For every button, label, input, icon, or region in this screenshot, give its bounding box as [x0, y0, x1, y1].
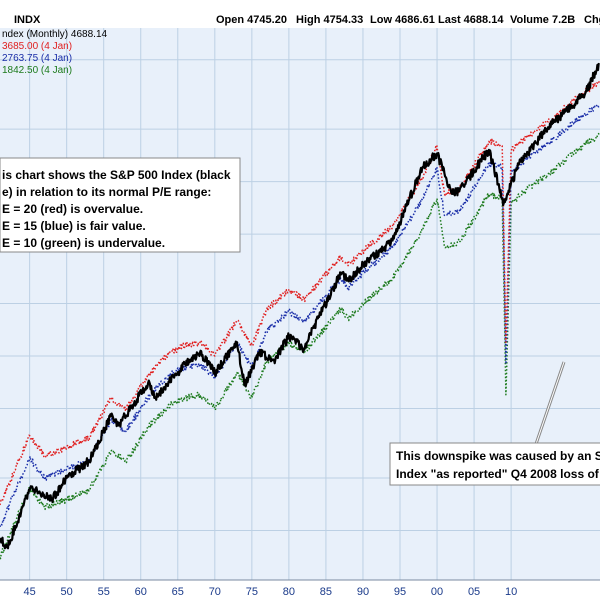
- legend-blue-label: 2763.75 (4 Jan): [2, 53, 72, 64]
- series-line-index: [0, 62, 600, 550]
- annotation-line-4: E = 15 (blue) is fair value.: [2, 219, 146, 233]
- high-value: High 4754.33: [296, 14, 364, 26]
- x-tick-label: 00: [431, 586, 443, 598]
- callout-line-1: This downspike was caused by an S: [396, 449, 600, 463]
- x-tick-label: 70: [209, 586, 221, 598]
- series-line-blue: [0, 103, 600, 528]
- callout-line-2: Index "as reported" Q4 2008 loss of: [396, 467, 600, 481]
- legend: ndex (Monthly) 4688.14 3685.00 (4 Jan) 2…: [2, 29, 108, 76]
- x-tick-label: 95: [394, 586, 406, 598]
- open-value: Open 4745.20: [216, 14, 287, 26]
- pe-annotation-box: is chart shows the S&P 500 Index (black …: [0, 157, 241, 253]
- x-tick-label: 45: [24, 586, 36, 598]
- annotation-line-1: is chart shows the S&P 500 Index (black: [2, 168, 231, 182]
- annotation-box-bg: [0, 157, 241, 253]
- header-bar: INDX Open 4745.20 High 4754.33 Low 4686.…: [0, 0, 600, 28]
- x-tick-label: 55: [98, 586, 110, 598]
- x-tick-label: 85: [320, 586, 332, 598]
- chart-area: ndex (Monthly) 4688.14 3685.00 (4 Jan) 2…: [0, 28, 600, 600]
- x-tick-label: 50: [61, 586, 73, 598]
- annotation-line-5: E = 10 (green) is undervalue.: [2, 236, 165, 250]
- price-chart: ndex (Monthly) 4688.14 3685.00 (4 Jan) 2…: [0, 28, 600, 600]
- series-layer: [0, 62, 600, 560]
- low-value: Low 4686.61: [370, 14, 435, 26]
- series-line-red: [0, 80, 600, 506]
- callout-pointer-inner: [535, 361, 565, 445]
- legend-red-label: 3685.00 (4 Jan): [2, 41, 72, 52]
- x-tick-label: 80: [283, 586, 295, 598]
- x-tick-label: 90: [357, 586, 369, 598]
- x-tick-label: 05: [468, 586, 480, 598]
- legend-green-label: 1842.50 (4 Jan): [2, 65, 72, 76]
- change-label: Chg: [584, 14, 600, 26]
- x-tick-label: 75: [246, 586, 258, 598]
- annotation-line-2: e) in relation to its normal P/E range:: [2, 185, 211, 199]
- ticker-label: INDX: [14, 14, 41, 26]
- x-axis-band: [0, 580, 600, 600]
- last-value: Last 4688.14: [438, 14, 504, 26]
- legend-index-label: ndex (Monthly) 4688.14: [2, 29, 108, 40]
- grid-lines: [0, 28, 600, 580]
- x-tick-label: 65: [172, 586, 184, 598]
- x-axis: 45 50 55 60 65 70 75 80 85 90 95 00 05 10: [0, 579, 600, 600]
- x-tick-label: 10: [505, 586, 517, 598]
- annotation-line-3: E = 20 (red) is overvalue.: [2, 202, 143, 216]
- callout-box-bg: [389, 442, 600, 486]
- volume-value: Volume 7.2B: [510, 14, 576, 26]
- x-tick-label: 60: [135, 586, 147, 598]
- downspike-callout: This downspike was caused by an S Index …: [389, 361, 600, 486]
